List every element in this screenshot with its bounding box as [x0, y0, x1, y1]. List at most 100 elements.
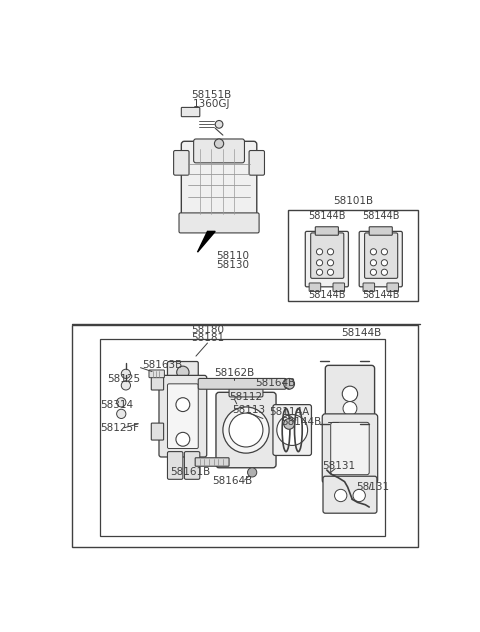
Text: 58112: 58112	[229, 392, 262, 402]
Text: 58181: 58181	[191, 334, 224, 343]
FancyBboxPatch shape	[181, 107, 200, 117]
FancyBboxPatch shape	[159, 375, 207, 457]
FancyBboxPatch shape	[249, 150, 264, 175]
FancyBboxPatch shape	[328, 353, 361, 367]
FancyBboxPatch shape	[229, 383, 263, 397]
Text: 58125: 58125	[108, 374, 141, 384]
Text: 58314: 58314	[100, 399, 133, 410]
Circle shape	[215, 139, 224, 149]
Circle shape	[335, 406, 342, 414]
Text: 1360GJ: 1360GJ	[192, 99, 230, 109]
Circle shape	[215, 121, 223, 128]
Circle shape	[381, 260, 387, 266]
FancyBboxPatch shape	[216, 392, 276, 468]
FancyBboxPatch shape	[387, 283, 398, 291]
Circle shape	[229, 413, 263, 447]
Bar	[288, 210, 418, 301]
Circle shape	[327, 260, 334, 266]
Circle shape	[335, 489, 347, 502]
Circle shape	[348, 383, 356, 391]
Circle shape	[348, 406, 356, 414]
Text: 58131: 58131	[322, 461, 355, 471]
FancyBboxPatch shape	[168, 384, 198, 449]
Text: 58110: 58110	[216, 251, 250, 261]
FancyBboxPatch shape	[195, 458, 229, 466]
Polygon shape	[197, 231, 215, 252]
FancyBboxPatch shape	[365, 233, 398, 278]
Circle shape	[176, 432, 190, 446]
FancyBboxPatch shape	[151, 373, 164, 390]
Text: 58130: 58130	[216, 260, 250, 270]
FancyBboxPatch shape	[333, 283, 345, 291]
Circle shape	[371, 269, 376, 276]
FancyBboxPatch shape	[305, 231, 348, 287]
FancyBboxPatch shape	[331, 422, 369, 475]
Circle shape	[381, 269, 387, 276]
FancyBboxPatch shape	[326, 368, 366, 416]
Circle shape	[176, 398, 190, 411]
Circle shape	[348, 394, 356, 403]
Circle shape	[223, 407, 269, 453]
FancyBboxPatch shape	[181, 142, 257, 221]
Circle shape	[335, 383, 342, 391]
FancyBboxPatch shape	[369, 227, 392, 235]
FancyBboxPatch shape	[363, 283, 374, 291]
Circle shape	[284, 418, 295, 429]
Circle shape	[371, 249, 376, 255]
FancyBboxPatch shape	[179, 213, 259, 233]
Text: 58180: 58180	[191, 325, 224, 335]
Circle shape	[117, 410, 126, 418]
Circle shape	[316, 269, 323, 276]
FancyBboxPatch shape	[311, 233, 344, 278]
FancyBboxPatch shape	[198, 379, 286, 389]
FancyBboxPatch shape	[168, 452, 183, 479]
FancyBboxPatch shape	[322, 414, 378, 483]
Circle shape	[284, 379, 295, 389]
Text: 58144B: 58144B	[362, 289, 399, 300]
Text: 58114A: 58114A	[269, 408, 309, 417]
Circle shape	[343, 401, 357, 415]
FancyBboxPatch shape	[323, 477, 377, 513]
Circle shape	[371, 260, 376, 266]
Circle shape	[121, 380, 131, 390]
FancyBboxPatch shape	[151, 423, 164, 440]
Text: 58144B: 58144B	[341, 328, 382, 338]
Circle shape	[316, 249, 323, 255]
FancyBboxPatch shape	[174, 150, 189, 175]
Circle shape	[342, 386, 358, 401]
FancyBboxPatch shape	[325, 365, 374, 422]
Circle shape	[177, 366, 189, 379]
Text: 58125F: 58125F	[100, 423, 139, 433]
Text: 58163B: 58163B	[142, 360, 182, 370]
Text: 58144B: 58144B	[308, 211, 346, 221]
Text: 58161B: 58161B	[170, 468, 211, 477]
Circle shape	[117, 398, 126, 407]
FancyBboxPatch shape	[168, 362, 198, 383]
FancyBboxPatch shape	[319, 365, 372, 422]
Text: 58131: 58131	[357, 482, 390, 492]
Circle shape	[327, 249, 334, 255]
FancyBboxPatch shape	[328, 416, 361, 430]
Text: 58164B: 58164B	[212, 476, 252, 486]
FancyBboxPatch shape	[315, 227, 338, 235]
Circle shape	[316, 260, 323, 266]
Text: 58151B: 58151B	[191, 90, 231, 100]
FancyBboxPatch shape	[184, 452, 200, 479]
Circle shape	[277, 415, 308, 446]
Bar	[72, 325, 419, 547]
Bar	[100, 339, 384, 535]
Text: 58144B: 58144B	[308, 289, 346, 300]
Circle shape	[353, 489, 365, 502]
FancyBboxPatch shape	[359, 231, 402, 287]
Circle shape	[121, 369, 131, 379]
Text: 58144B: 58144B	[281, 416, 322, 427]
FancyBboxPatch shape	[273, 404, 312, 456]
Circle shape	[381, 249, 387, 255]
FancyBboxPatch shape	[193, 139, 244, 163]
Circle shape	[327, 269, 334, 276]
Circle shape	[248, 468, 257, 477]
Circle shape	[335, 394, 342, 403]
Text: 58162B: 58162B	[215, 368, 254, 378]
Text: 58101B: 58101B	[333, 195, 373, 205]
Text: 58113: 58113	[232, 405, 265, 415]
